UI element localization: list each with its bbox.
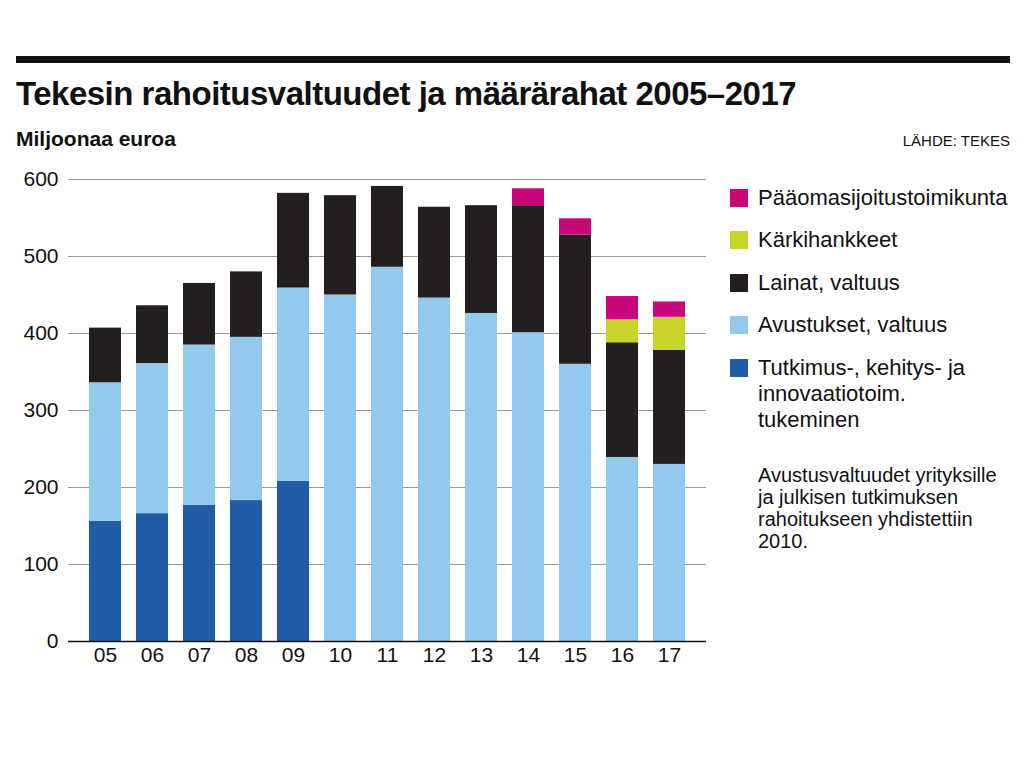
svg-text:13: 13	[470, 643, 493, 666]
svg-text:200: 200	[23, 475, 58, 498]
html-text:LÄHDE: TEKES: LÄHDE: TEKES	[902, 132, 1010, 149]
svg-text:11: 11	[377, 643, 399, 666]
svg-text:05: 05	[94, 643, 117, 666]
svg-text:15: 15	[564, 643, 587, 666]
svg-text:07: 07	[188, 643, 211, 666]
html-text:Pääomasijoitustoimikunta: Pääomasijoitustoimikunta	[758, 185, 1008, 210]
svg-text:09: 09	[282, 643, 305, 666]
svg-text:17: 17	[658, 643, 681, 666]
svg-text:12: 12	[423, 643, 446, 666]
html-text:Lainat, valtuus: Lainat, valtuus	[758, 269, 900, 295]
html-text:Tutkimus-, kehitys- ja innovaa: Tutkimus-, kehitys- ja innovaatiotoim. t…	[758, 354, 965, 433]
html-text:Kärkihankkeet: Kärkihankkeet	[758, 227, 898, 253]
svg-text:06: 06	[141, 643, 164, 666]
svg-text:08: 08	[235, 643, 258, 666]
svg-text:300: 300	[23, 398, 58, 421]
html-text:Miljoonaa euroa: Miljoonaa euroa	[16, 127, 176, 150]
svg-text:0: 0	[47, 629, 59, 652]
svg-text:500: 500	[23, 244, 58, 267]
svg-text:400: 400	[23, 321, 58, 344]
svg-text:10: 10	[329, 643, 352, 666]
html-text:Avustukset, valtuus: Avustukset, valtuus	[758, 312, 948, 338]
svg-text:14: 14	[517, 643, 541, 666]
svg-text:100: 100	[23, 552, 58, 575]
svg-text:16: 16	[611, 643, 634, 666]
html-text:Tekesin rahoitusvaltuudet ja m: Tekesin rahoitusvaltuudet ja määrärahat …	[16, 75, 797, 112]
html-text:Avustusvaltuudet yrityksille j: Avustusvaltuudet yrityksille ja julkisen…	[758, 463, 997, 552]
svg-text:600: 600	[23, 167, 58, 190]
